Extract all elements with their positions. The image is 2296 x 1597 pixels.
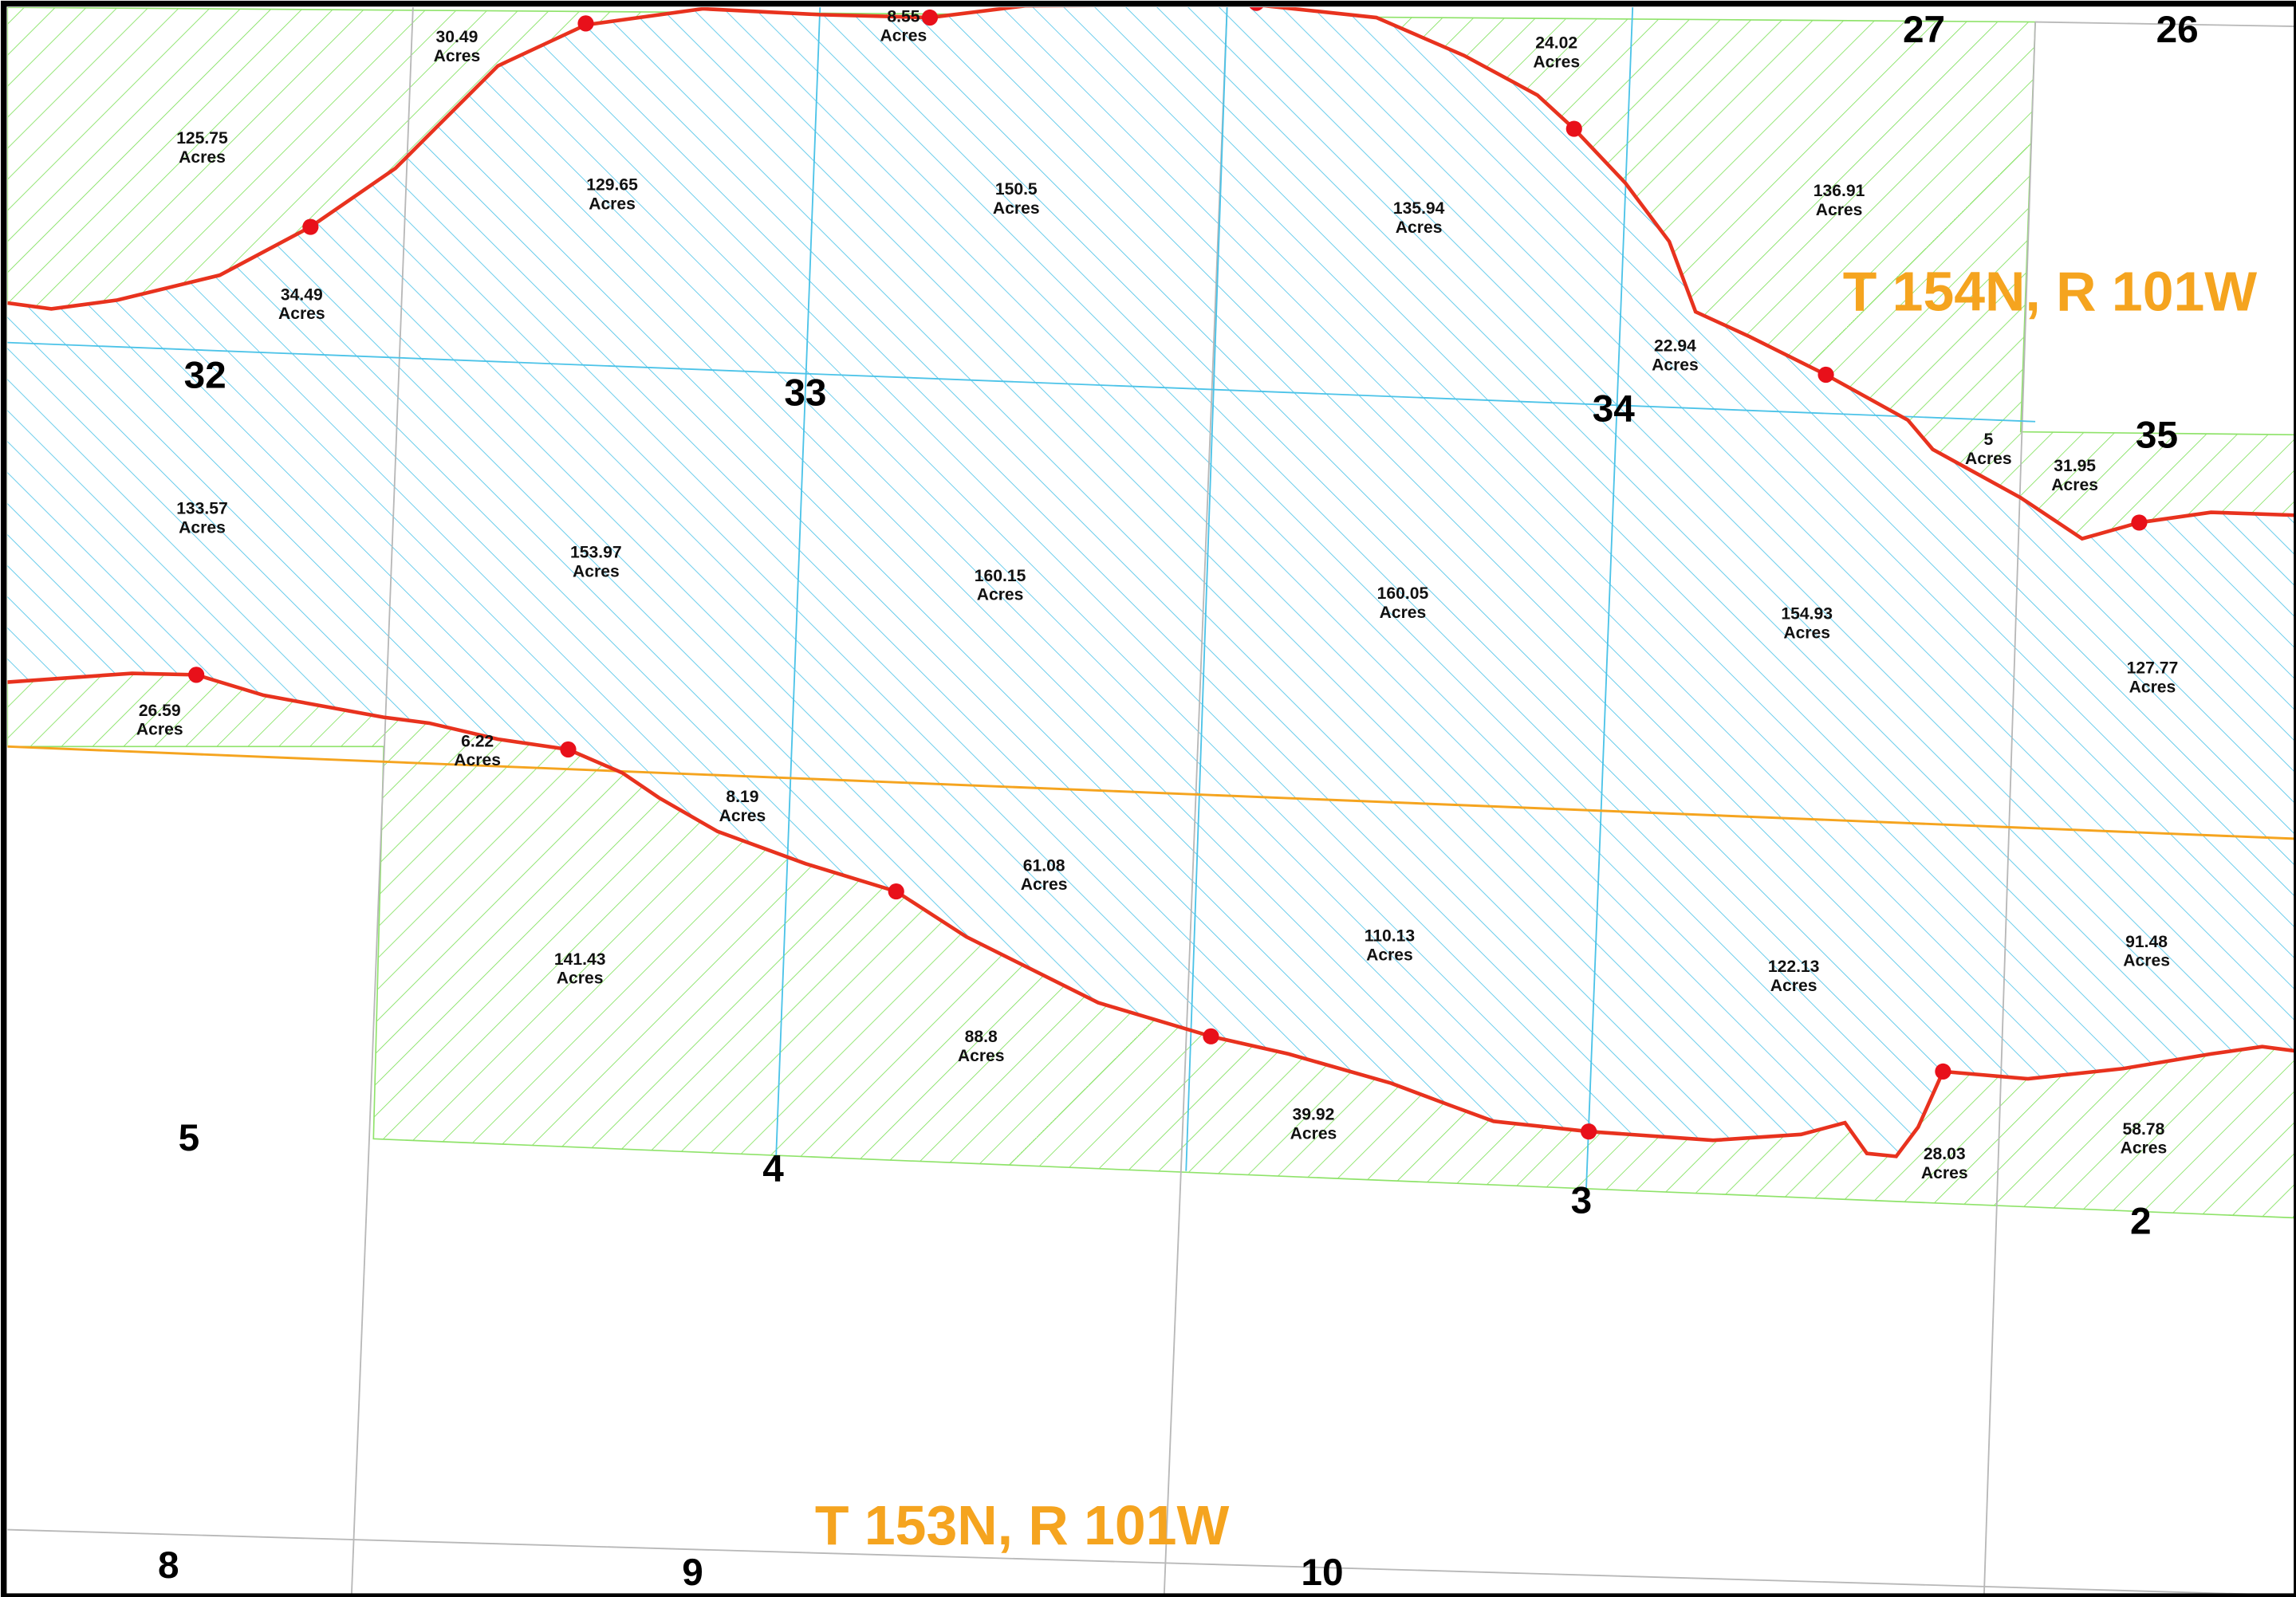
parcel-acres: 8.19 [726, 788, 758, 806]
parcel-unit: Acres [179, 518, 226, 537]
parcel-unit: Acres [719, 807, 766, 825]
section-number: 10 [1301, 1552, 1343, 1594]
parcel-acres: 28.03 [1924, 1145, 1966, 1163]
layers [7, 7, 2296, 1597]
parcel-acres: 150.5 [995, 180, 1038, 199]
parcel-acres: 58.78 [2123, 1120, 2165, 1139]
parcel-acres: 30.49 [436, 28, 478, 46]
parcel-acres: 61.08 [1023, 856, 1065, 875]
parcel-acres: 141.43 [554, 950, 606, 969]
parcel-unit: Acres [977, 586, 1024, 604]
parcel-unit: Acres [136, 721, 183, 739]
parcel-unit: Acres [278, 305, 325, 323]
parcel-acres: 127.77 [2127, 659, 2179, 678]
parcel-unit: Acres [880, 26, 927, 45]
section-lines [7, 7, 2296, 1597]
parcel-unit: Acres [1533, 53, 1580, 71]
parcel-acres: 91.48 [2125, 933, 2168, 951]
township-line [7, 745, 2296, 840]
township-label: T 153N, R 101W [815, 1494, 1230, 1556]
parcel-unit: Acres [1783, 623, 1830, 642]
section-number: 32 [184, 354, 226, 396]
parcel-acres: 136.91 [1814, 182, 1865, 200]
parcel-unit: Acres [1965, 450, 2012, 468]
parcel-unit: Acres [993, 199, 1040, 218]
boundary-top [7, 7, 2296, 541]
parcel-acres: 129.65 [586, 176, 638, 195]
parcel-acres: 110.13 [1365, 927, 1415, 946]
section-number: 8 [158, 1544, 179, 1587]
parcel-unit: Acres [2123, 952, 2170, 970]
section-number: 34 [1593, 388, 1636, 431]
parcel-unit: Acres [2129, 678, 2176, 696]
parcel-unit: Acres [1290, 1124, 1337, 1143]
blue-hatch [7, 7, 2296, 1157]
section-number: 4 [762, 1147, 784, 1190]
parcel-acres: 160.15 [975, 567, 1026, 585]
parcel-unit: Acres [454, 751, 501, 769]
parcel-acres: 135.94 [1393, 199, 1445, 218]
parcel-unit: Acres [573, 562, 620, 580]
section-number: 2 [2130, 1200, 2152, 1242]
parcel-unit: Acres [434, 47, 481, 65]
parcel-unit: Acres [557, 970, 604, 988]
parcel-acres: 160.05 [1377, 584, 1429, 603]
parcel-acres: 5 [1983, 431, 1993, 449]
parcel-acres: 22.94 [1654, 337, 1696, 356]
parcel-unit: Acres [1396, 218, 1443, 237]
parcel-unit: Acres [1021, 875, 1068, 894]
section-number: 33 [784, 372, 826, 414]
parcel-unit: Acres [1380, 604, 1427, 622]
section-number: 3 [1571, 1180, 1593, 1222]
parcel-acres: 154.93 [1781, 605, 1833, 623]
blue-section-lines [7, 7, 2036, 1201]
township-label: T 154N, R 101W [1843, 260, 2258, 322]
parcel-unit: Acres [1366, 946, 1413, 964]
parcel-acres: 39.92 [1293, 1105, 1335, 1123]
parcel-acres: 26.59 [139, 702, 181, 720]
section-number: 26 [2156, 9, 2199, 51]
parcel-acres: 6.22 [461, 732, 494, 750]
parcel-acres: 133.57 [176, 499, 228, 517]
parcel-unit: Acres [1770, 977, 1818, 995]
parcel-acres: 8.55 [887, 8, 920, 26]
boundary-points [188, 7, 2148, 1140]
section-number: 27 [1903, 9, 1945, 51]
section-number: 9 [682, 1552, 703, 1594]
parcel-acres: 125.75 [176, 129, 228, 148]
parcel-unit: Acres [958, 1047, 1005, 1065]
parcel-acres: 34.49 [281, 285, 323, 304]
parcel-acres: 153.97 [570, 543, 622, 561]
parcel-acres: 122.13 [1768, 958, 1820, 976]
parcel-unit: Acres [1652, 356, 1699, 374]
parcel-unit: Acres [1921, 1164, 1968, 1182]
section-number: 35 [2136, 415, 2178, 457]
section-number: 5 [179, 1117, 200, 1159]
parcel-unit: Acres [2121, 1139, 2168, 1158]
parcel-unit: Acres [1816, 201, 1863, 219]
boundary-bottom [7, 671, 2296, 1158]
parcel-acres: 88.8 [965, 1028, 998, 1046]
parcel-acres: 31.95 [2054, 457, 2096, 475]
parcel-unit: Acres [589, 195, 636, 214]
parcel-unit: Acres [2051, 476, 2098, 494]
parcel-unit: Acres [179, 148, 226, 167]
parcel-acres: 24.02 [1535, 34, 1577, 53]
